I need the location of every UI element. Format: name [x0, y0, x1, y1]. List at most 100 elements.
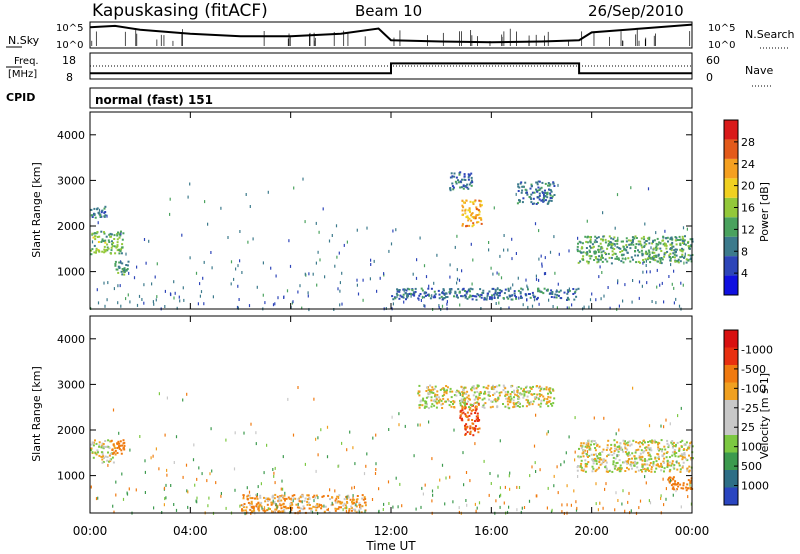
- velocity-cell: [676, 460, 678, 464]
- velocity-cell: [245, 506, 248, 509]
- velocity-cell: [611, 454, 614, 456]
- velocity-cell: [250, 505, 253, 508]
- power-cell: [121, 246, 124, 249]
- power-cell: [549, 194, 552, 197]
- power-cell: [477, 294, 480, 297]
- velocity-cell: [106, 456, 109, 459]
- velocity-cell: [624, 451, 627, 453]
- velocity-cell: [605, 461, 608, 464]
- power-cell: [664, 243, 667, 246]
- power-cell: [304, 220, 306, 224]
- power-cell: [475, 208, 478, 210]
- power-cell: [547, 182, 550, 184]
- power-cell: [556, 294, 559, 297]
- power-cell: [262, 261, 264, 265]
- power-cell: [675, 236, 678, 239]
- power-cell: [600, 247, 602, 251]
- power-cell: [468, 208, 471, 211]
- power-cell: [451, 185, 454, 188]
- velocity-cell: [419, 400, 422, 403]
- power-cell: [197, 302, 199, 306]
- velocity-cell: [264, 509, 266, 513]
- power-cell: [524, 181, 527, 184]
- velocity-cell: [673, 449, 676, 451]
- velocity-cell: [618, 470, 621, 473]
- velocity-cell: [296, 506, 299, 509]
- velocity-cell: [584, 449, 587, 452]
- power-cell: [685, 261, 688, 264]
- velocity-cell: [186, 489, 188, 493]
- velocity-cell: [670, 441, 673, 444]
- power-cell: [233, 277, 235, 281]
- power-cell: [503, 292, 506, 295]
- power-cell: [406, 287, 409, 290]
- velocity-cell: [685, 458, 688, 461]
- velocity-cell: [660, 424, 662, 428]
- velocity-cell: [605, 466, 608, 469]
- velocity-cell: [673, 488, 675, 491]
- power-colorbar-segment: [724, 178, 738, 198]
- velocity-cell: [663, 470, 665, 473]
- velocity-cell: [533, 444, 536, 448]
- power-cell: [195, 271, 198, 275]
- power-cell: [449, 291, 452, 294]
- power-cell: [529, 296, 532, 299]
- velocity-cell: [546, 432, 548, 436]
- power-cell: [94, 232, 96, 235]
- velocity-cell: [452, 400, 455, 403]
- power-cell: [203, 260, 205, 264]
- velocity-cell: [624, 460, 627, 463]
- power-cell: [581, 242, 584, 245]
- power-cell: [356, 228, 358, 232]
- velocity-cell: [516, 386, 519, 389]
- velocity-cell: [689, 486, 692, 490]
- power-cell: [488, 248, 490, 252]
- velocity-cell: [323, 504, 325, 508]
- velocity-cell: [418, 394, 421, 397]
- velocity-cell: [497, 397, 500, 400]
- velocity-cell: [582, 451, 584, 454]
- velocity-cell: [310, 510, 313, 512]
- velocity-cell: [328, 511, 331, 514]
- velocity-cell: [281, 503, 284, 506]
- power-cell: [115, 246, 118, 249]
- power-cell: [547, 200, 550, 203]
- velocity-cell: [626, 448, 629, 451]
- power-cell: [396, 295, 398, 299]
- velocity-cell: [282, 510, 285, 513]
- velocity-cell: [250, 422, 252, 426]
- power-cell: [533, 296, 536, 299]
- velocity-cell: [649, 462, 652, 464]
- velocity-cell: [507, 391, 510, 394]
- power-cell: [665, 237, 668, 240]
- velocity-cell: [614, 447, 616, 450]
- x-tick-label: 16:00: [474, 524, 509, 538]
- power-cell: [557, 282, 559, 286]
- velocity-cell: [476, 420, 479, 422]
- velocity-cell: [135, 488, 137, 492]
- power-cell: [594, 252, 597, 255]
- power-cell: [493, 206, 495, 210]
- velocity-cell: [103, 445, 106, 448]
- power-cell: [425, 291, 428, 294]
- velocity-cell: [547, 400, 550, 403]
- velocity-cell: [170, 484, 172, 487]
- power-cell: [286, 289, 289, 293]
- velocity-cell: [417, 390, 420, 393]
- velocity-cell: [340, 502, 343, 505]
- velocity-cell: [450, 405, 453, 408]
- power-cell: [129, 300, 131, 304]
- velocity-cell: [661, 448, 664, 451]
- velocity-cell: [329, 488, 331, 492]
- power-cell: [423, 264, 426, 268]
- velocity-cell: [91, 451, 94, 454]
- power-cell: [476, 293, 479, 295]
- velocity-cell: [461, 419, 464, 422]
- velocity-cell: [430, 396, 433, 399]
- velocity-cell: [153, 506, 155, 510]
- power-cell: [256, 285, 258, 289]
- velocity-cell: [680, 453, 683, 456]
- velocity-cell: [257, 507, 259, 511]
- power-cell: [659, 258, 662, 261]
- power-cell: [480, 204, 483, 207]
